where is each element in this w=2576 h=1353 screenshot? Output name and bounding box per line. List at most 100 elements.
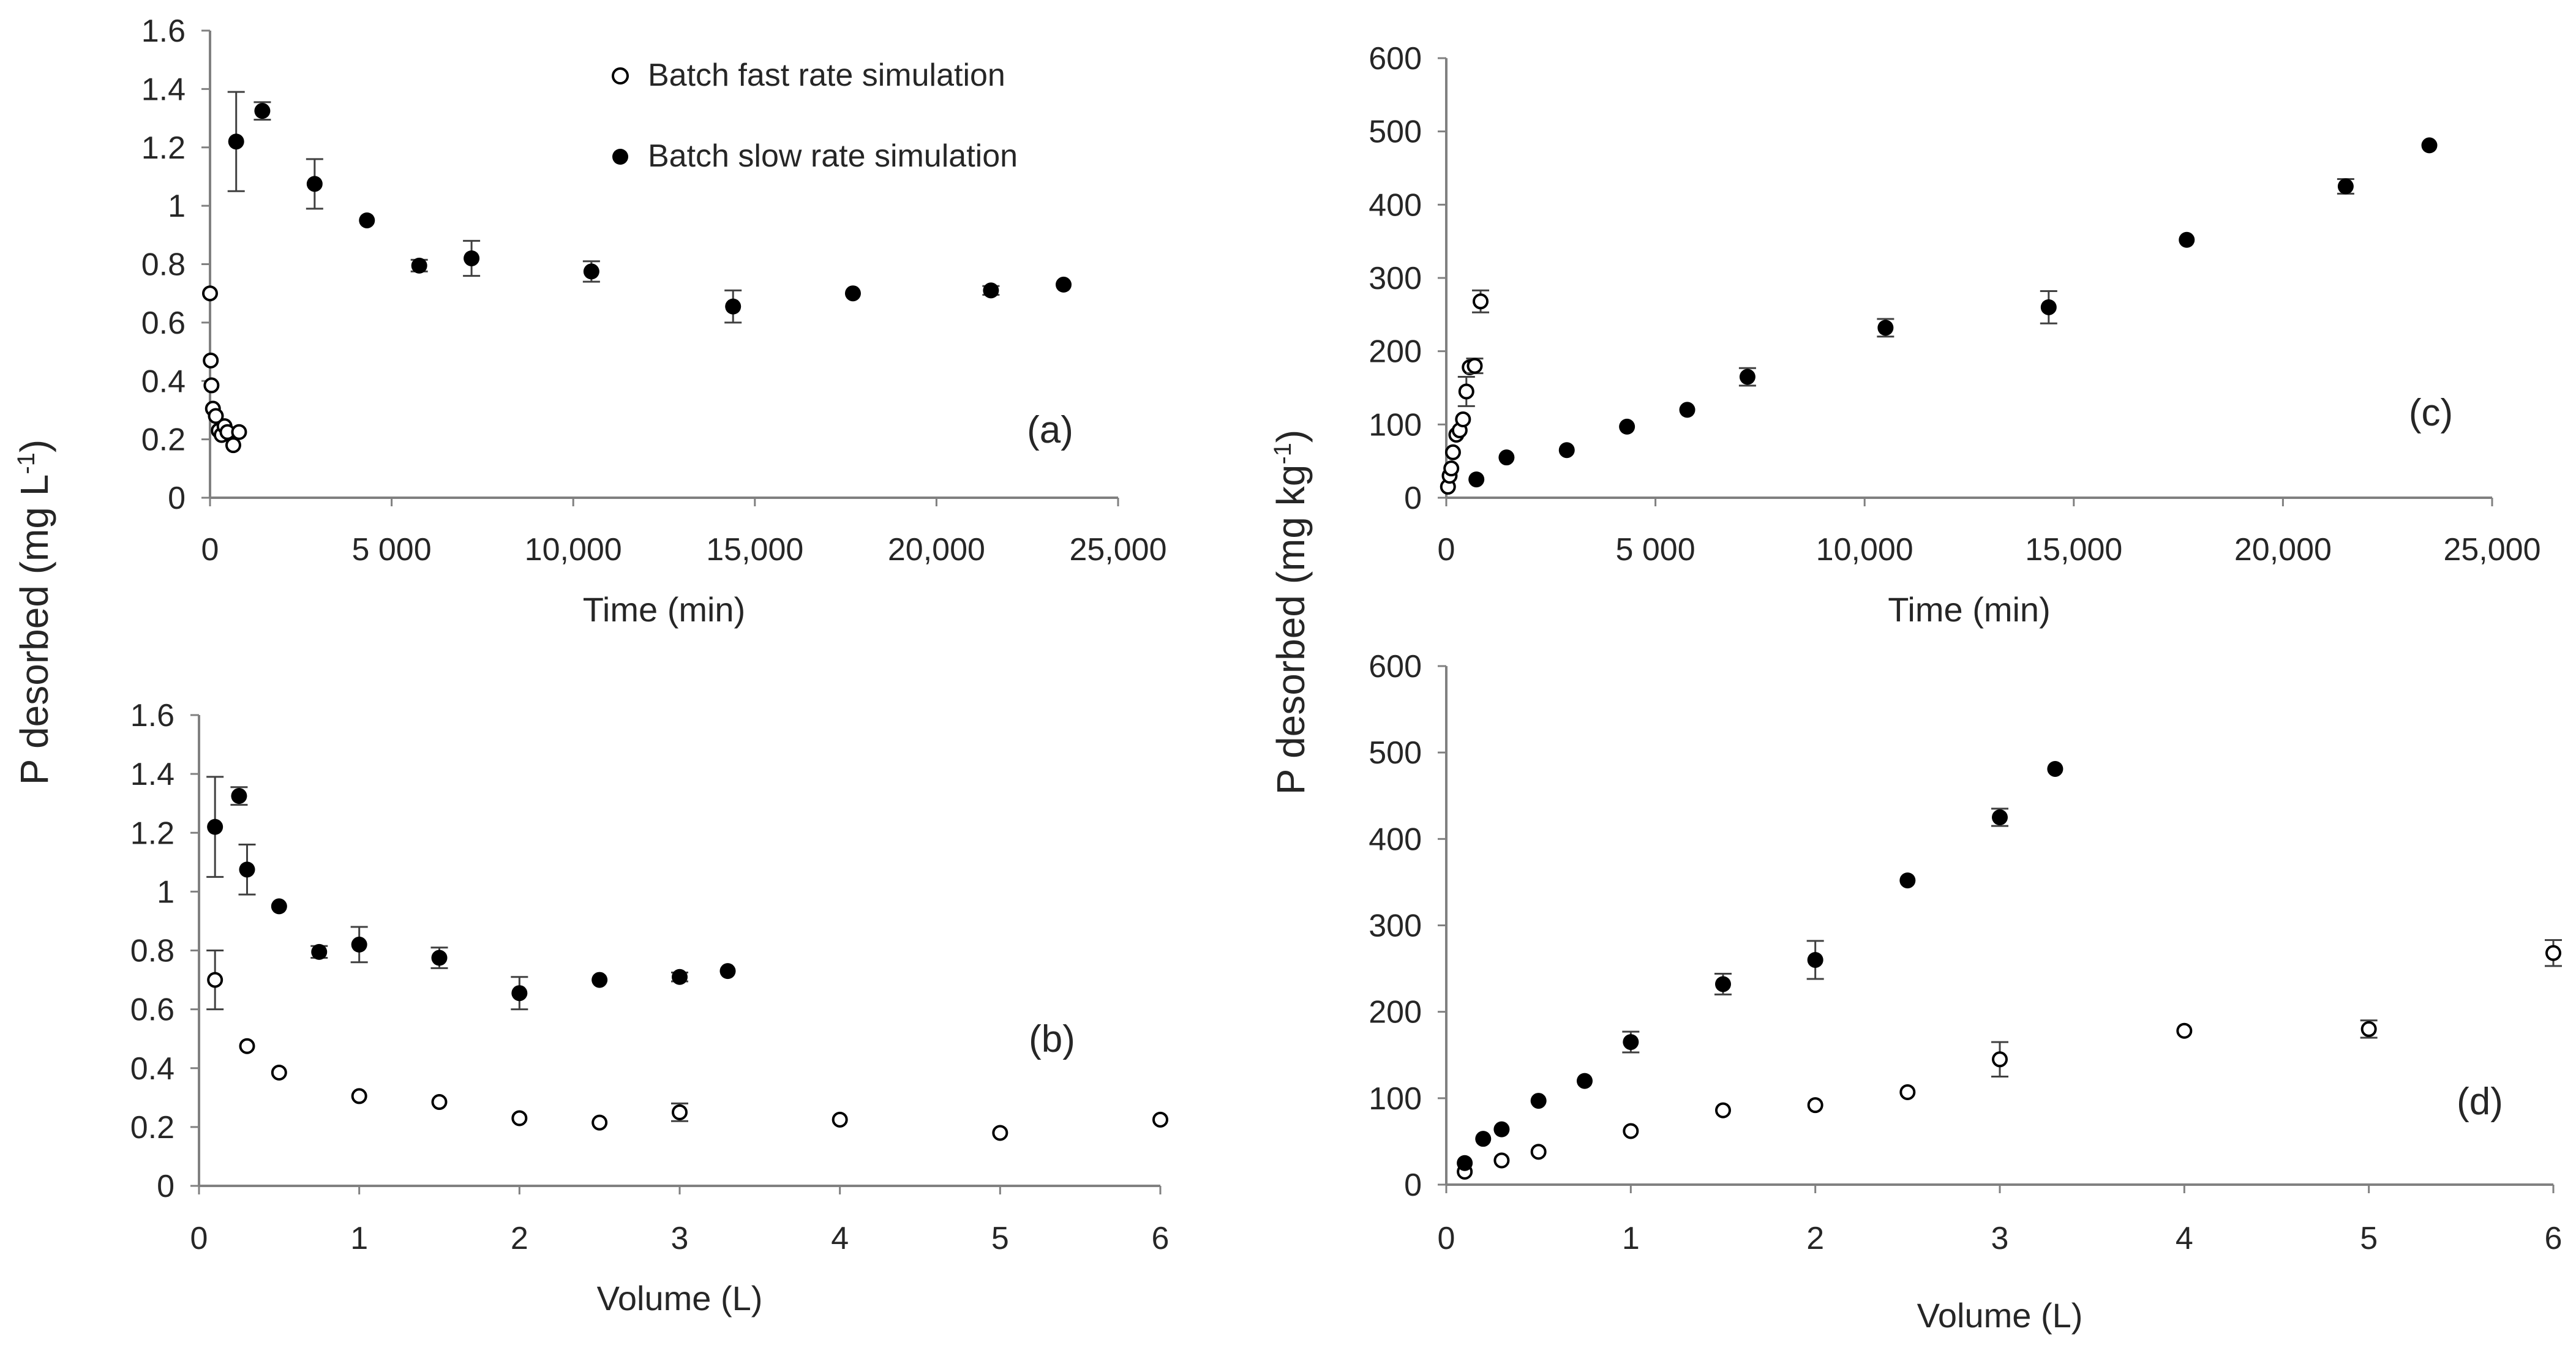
data-point-slow xyxy=(411,257,427,274)
y-tick-label: 1.6 xyxy=(130,698,175,733)
data-point-fast xyxy=(1899,1084,1916,1100)
data-point-slow xyxy=(1679,402,1695,418)
y-tick-label: 0.2 xyxy=(130,1110,175,1145)
data-point-slow xyxy=(591,972,608,988)
x-tick-label: 20,000 xyxy=(2234,532,2332,568)
x-tick-label: 25,000 xyxy=(1069,532,1166,568)
x-tick-label: 5 xyxy=(2360,1221,2378,1256)
x-tick-label: 0 xyxy=(201,532,219,568)
x-tick-label: 2 xyxy=(1806,1221,1824,1256)
data-point-slow xyxy=(2040,299,2057,315)
x-axis-title: Time (min) xyxy=(1888,590,2050,629)
data-point-slow xyxy=(1715,976,1731,992)
y-tick-label: 0.4 xyxy=(141,364,186,399)
data-point-slow xyxy=(1493,1121,1510,1137)
left-ylabel-main: P desorbed (mg L xyxy=(12,474,56,785)
right-y-axis-title: P desorbed (mg kg-1) xyxy=(1269,430,1313,795)
y-tick-label: 300 xyxy=(1369,261,1422,296)
panel-b: 0 0.2 0.4 0.6 0.8 1 1.2 1.4 1.6 0 1 2 3 4 5 6 Volume (L)… xyxy=(130,698,1170,1317)
y-tick-label: 0.8 xyxy=(130,934,175,969)
data-point-fast xyxy=(203,377,220,394)
data-point-slow xyxy=(1558,442,1575,459)
x-axis-title: Volume (L) xyxy=(1917,1296,2083,1335)
y-tick-label: 500 xyxy=(1369,735,1422,771)
x-tick-label: 0 xyxy=(1438,1221,1455,1256)
legend: Batch fast rate simulation Batch slow ra… xyxy=(612,58,1018,174)
data-point-fast xyxy=(1466,358,1483,374)
data-point-slow xyxy=(1619,418,1635,435)
left-y-axis-title: P desorbed (mg L-1) xyxy=(12,440,56,785)
data-point-slow xyxy=(228,133,244,150)
data-point-fast xyxy=(1623,1123,1639,1139)
y-tick-label: 1.2 xyxy=(130,815,175,851)
data-point-slow xyxy=(1577,1073,1593,1089)
data-point-slow xyxy=(511,985,528,1002)
data-point-fast xyxy=(591,1114,608,1131)
y-tick-label: 400 xyxy=(1369,822,1422,857)
data-point-slow xyxy=(1056,276,1072,293)
data-point-fast xyxy=(992,1125,1008,1141)
data-point-slow xyxy=(351,936,367,953)
data-point-slow xyxy=(464,250,480,266)
y-tick-label: 1.2 xyxy=(141,130,186,166)
data-point-slow xyxy=(1877,320,1894,336)
data-point-slow xyxy=(1992,809,2008,826)
data-point-slow xyxy=(983,282,999,299)
y-tick-label: 400 xyxy=(1369,187,1422,223)
data-point-fast xyxy=(208,408,224,424)
y-tick-label: 200 xyxy=(1369,995,1422,1030)
panel-label: (a) xyxy=(1027,409,1073,451)
data-point-slow xyxy=(1739,369,1756,385)
x-tick-label: 1 xyxy=(1622,1221,1640,1256)
x-tick-label: 4 xyxy=(831,1221,849,1256)
data-point-fast xyxy=(351,1088,367,1104)
y-tick-label: 0.6 xyxy=(141,305,186,341)
data-point-slow xyxy=(1807,951,1823,968)
x-tick-label: 5 xyxy=(991,1221,1009,1256)
data-point-slow xyxy=(672,969,688,985)
left-ylabel-tail: ) xyxy=(12,440,56,452)
data-point-slow xyxy=(231,788,247,804)
data-point-fast xyxy=(271,1064,287,1081)
data-point-slow xyxy=(239,861,255,878)
x-tick-label: 6 xyxy=(2545,1221,2563,1256)
x-tick-label: 15,000 xyxy=(2025,532,2122,568)
data-point-slow xyxy=(1498,449,1515,466)
data-point-fast xyxy=(1458,383,1474,400)
x-tick-label: 25,000 xyxy=(2443,532,2540,568)
y-tick-label: 600 xyxy=(1369,41,1422,77)
data-point-fast xyxy=(2545,945,2561,961)
y-tick-label: 0 xyxy=(1404,1167,1422,1203)
y-tick-label: 0.6 xyxy=(130,992,175,1028)
data-point-slow xyxy=(254,103,271,119)
x-tick-label: 3 xyxy=(671,1221,689,1256)
x-tick-label: 1 xyxy=(350,1221,368,1256)
data-point-slow xyxy=(311,943,328,960)
right-ylabel-main: P desorbed (mg kg xyxy=(1269,465,1313,795)
data-point-slow xyxy=(1457,1155,1473,1171)
y-tick-label: 1 xyxy=(157,874,175,910)
legend-label-fast: Batch fast rate simulation xyxy=(648,58,1005,93)
data-point-slow xyxy=(719,963,736,980)
data-point-fast xyxy=(1473,293,1489,310)
x-tick-label: 5 000 xyxy=(352,532,432,568)
x-tick-label: 2 xyxy=(511,1221,528,1256)
data-point-fast xyxy=(2176,1022,2193,1039)
legend-marker-fast xyxy=(612,67,629,84)
data-point-slow xyxy=(1475,1131,1492,1147)
x-tick-label: 3 xyxy=(1991,1221,2009,1256)
x-axis-title: Time (min) xyxy=(583,590,745,629)
data-point-slow xyxy=(1623,1034,1639,1051)
x-tick-label: 0 xyxy=(1438,532,1455,568)
y-tick-label: 600 xyxy=(1369,649,1422,684)
y-tick-label: 0 xyxy=(168,481,186,516)
y-tick-label: 0.8 xyxy=(141,247,186,283)
data-point-fast xyxy=(231,424,247,440)
x-tick-label: 4 xyxy=(2176,1221,2193,1256)
y-tick-label: 0 xyxy=(1404,481,1422,516)
data-point-slow xyxy=(306,176,323,192)
data-point-fast xyxy=(203,352,219,369)
panel-label: (d) xyxy=(2457,1081,2503,1123)
data-point-fast xyxy=(672,1104,688,1120)
